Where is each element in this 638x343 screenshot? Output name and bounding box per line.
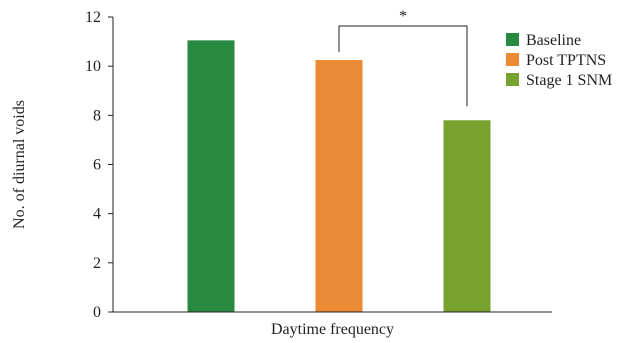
y-axis-label: No. of diurnal voids	[11, 100, 28, 229]
y-tick-label: 6	[93, 157, 101, 174]
legend-label-baseline: Baseline	[526, 32, 581, 49]
bar-post-tptns	[315, 60, 363, 313]
y-tick-label: 8	[93, 107, 101, 124]
x-axis-label: Daytime frequency	[271, 321, 394, 338]
legend-swatch-post-tptns	[506, 53, 519, 66]
legend: Baseline Post TPTNS Stage 1 SNM	[506, 32, 612, 89]
bar-baseline	[187, 40, 235, 313]
legend-swatch-baseline	[506, 33, 519, 46]
significance-bracket	[338, 25, 468, 107]
y-tick-label: 12	[85, 9, 101, 26]
legend-swatch-stage-1-snm	[506, 73, 519, 86]
legend-label-stage-1-snm: Stage 1 SNM	[526, 72, 612, 89]
y-tick-label: 10	[85, 58, 101, 75]
y-tick-label: 0	[93, 304, 101, 321]
significance-annotation: *	[338, 8, 468, 107]
significance-marker: *	[399, 8, 407, 25]
legend-label-post-tptns: Post TPTNS	[526, 52, 606, 69]
bars-group	[187, 40, 491, 313]
bar-stage-1-snm	[443, 120, 491, 312]
y-ticks-group: 0 2 4 6 8 10 12	[85, 9, 113, 321]
y-tick-label: 2	[93, 255, 101, 272]
y-tick-label: 4	[93, 206, 101, 223]
